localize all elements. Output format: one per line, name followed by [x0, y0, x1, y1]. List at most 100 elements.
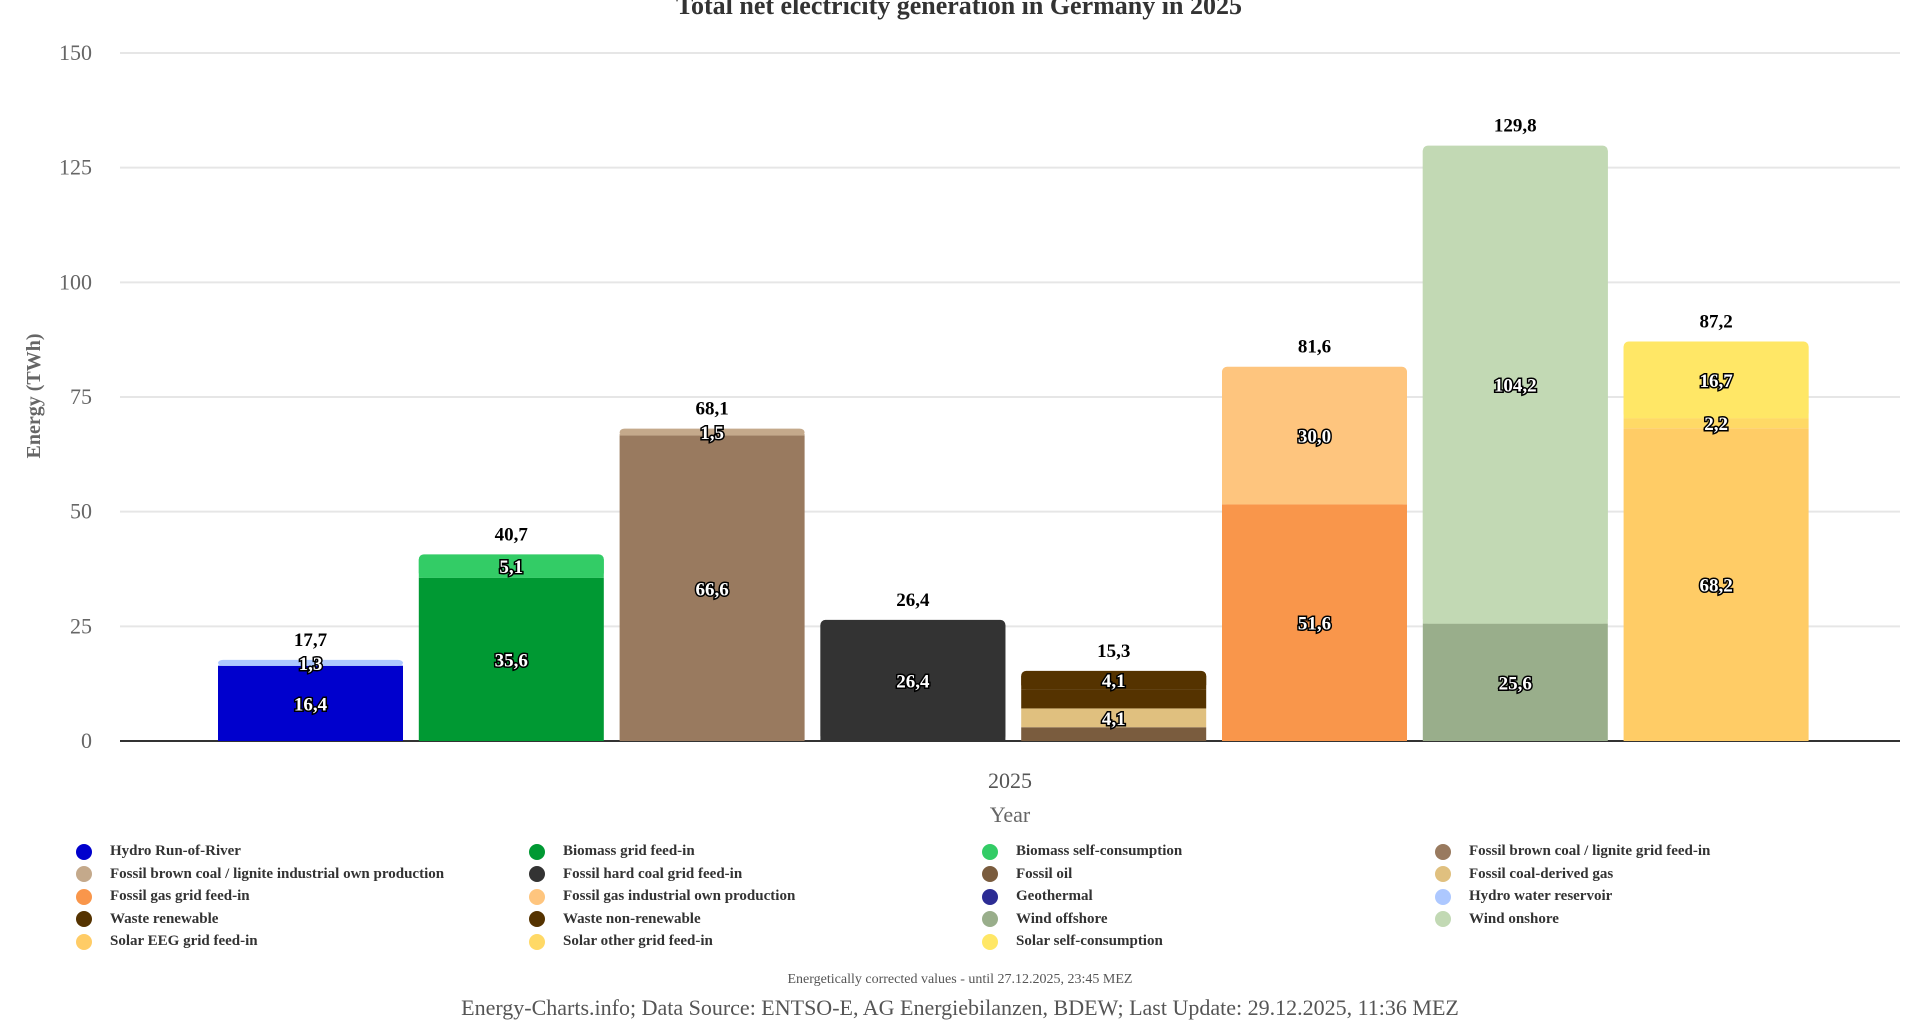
- legend-marker-icon: [982, 888, 998, 905]
- bar-segment[interactable]: [1021, 689, 1207, 709]
- legend-label: Fossil hard coal grid feed-in: [563, 865, 743, 882]
- total-data-label: 81,6: [1298, 337, 1331, 358]
- legend-item[interactable]: Solar other grid feed-in: [529, 933, 713, 950]
- bar-segment[interactable]: [1422, 623, 1608, 741]
- legend-item[interactable]: Fossil gas industrial own production: [529, 888, 795, 905]
- total-data-label: 15,3: [1097, 641, 1130, 662]
- legend-item[interactable]: Hydro water reservoir: [1435, 888, 1612, 905]
- legend-marker-icon: [76, 911, 92, 927]
- legend-marker-icon: [982, 933, 998, 950]
- legend-label: Solar EEG grid feed-in: [110, 933, 258, 949]
- legend-item[interactable]: Fossil coal-derived gas: [1435, 866, 1613, 883]
- bar-segment-fill: [1422, 150, 1608, 624]
- segment-data-label: 51,6: [1298, 614, 1331, 635]
- bar-segment[interactable]: [1021, 727, 1207, 741]
- segment-data-label: 35,6: [495, 650, 528, 671]
- legend-marker-icon: [1435, 843, 1451, 860]
- legend-item[interactable]: Hydro Run-of-River: [76, 843, 241, 860]
- legend-item[interactable]: Wind onshore: [1435, 911, 1559, 928]
- bar-stack: 25,6 104,2 129,8: [1422, 116, 1608, 741]
- legend-label: Wind offshore: [1016, 910, 1108, 927]
- segment-data-label: 1,3: [299, 654, 323, 675]
- legend-label: Geothermal: [1016, 888, 1093, 904]
- segment-data-label: 4,1: [1102, 709, 1126, 730]
- footer-source: Energy-Charts.info; Data Source: ENTSO-E…: [461, 995, 1459, 1020]
- x-axis-title: Year: [990, 802, 1031, 827]
- segment-data-label: 1,5: [700, 423, 724, 444]
- legend-label: Fossil brown coal / lignite industrial o…: [110, 865, 445, 882]
- y-tick-label: 125: [59, 155, 92, 180]
- bar-segment[interactable]: [218, 659, 403, 666]
- segment-data-label: 16,4: [294, 694, 328, 715]
- legend-item[interactable]: Fossil brown coal / lignite grid feed-in: [1435, 843, 1710, 860]
- bar-segment-fill: [218, 664, 403, 666]
- bar-segment[interactable]: [418, 577, 604, 741]
- bar-segment[interactable]: [1623, 418, 1809, 429]
- total-data-label: 17,7: [294, 630, 328, 651]
- bar-stack: 16,4 1,3 17,7: [218, 630, 403, 741]
- legend-marker-icon: [76, 888, 92, 905]
- legend-label: Fossil gas industrial own production: [563, 888, 796, 904]
- legend-item[interactable]: Waste non-renewable: [529, 911, 701, 928]
- bar-segment[interactable]: [1222, 504, 1407, 741]
- bar-segment-fill: [820, 624, 1006, 741]
- total-data-label: 26,4: [896, 590, 930, 611]
- legend-marker-icon: [529, 911, 545, 927]
- legend-label: Hydro water reservoir: [1469, 888, 1613, 904]
- legend-item[interactable]: Solar EEG grid feed-in: [76, 933, 258, 950]
- legend-item[interactable]: Fossil brown coal / lignite industrial o…: [76, 866, 444, 883]
- y-tick-label: 0: [81, 728, 92, 753]
- legend-marker-icon: [1435, 866, 1451, 882]
- legend-item[interactable]: Waste renewable: [76, 911, 218, 928]
- legend-item[interactable]: Wind offshore: [982, 911, 1108, 928]
- legend-marker-icon: [529, 866, 545, 882]
- legend-item[interactable]: Fossil oil: [982, 866, 1072, 883]
- segment-data-label: 2,2: [1704, 414, 1728, 435]
- legend-label: Waste non-renewable: [563, 910, 701, 927]
- bar-segment[interactable]: [1623, 428, 1809, 741]
- total-data-label: 87,2: [1699, 312, 1732, 333]
- segment-data-label: 25,6: [1499, 673, 1532, 694]
- legend-label: Fossil brown coal / lignite grid feed-in: [1469, 843, 1711, 859]
- legend-marker-icon: [76, 866, 92, 882]
- bar-segment[interactable]: [1021, 708, 1207, 728]
- y-axis-title: Energy (TWh): [23, 334, 45, 459]
- y-tick-label: 150: [59, 40, 92, 65]
- y-tick-label: 75: [70, 384, 92, 409]
- segment-data-label: 66,6: [695, 579, 728, 600]
- bar-stack: 4,1 4,1 15,3: [1021, 641, 1207, 741]
- legend-item[interactable]: Geothermal: [982, 888, 1093, 905]
- legend-label: Biomass grid feed-in: [563, 843, 695, 859]
- footer-note: Energetically corrected values - until 2…: [787, 972, 1133, 987]
- segment-data-label: 5,1: [499, 557, 523, 578]
- bar-segment-fill: [619, 433, 805, 436]
- segment-data-label: 16,7: [1699, 371, 1733, 392]
- total-data-label: 68,1: [695, 399, 728, 420]
- bar-segment-fill: [1021, 675, 1207, 690]
- y-tick-label: 25: [70, 613, 92, 638]
- legend-marker-icon: [982, 843, 998, 860]
- y-tick-label: 50: [70, 499, 92, 524]
- legend-marker-icon: [982, 911, 998, 927]
- legend-marker-icon: [1435, 911, 1451, 927]
- legend-item[interactable]: Solar self-consumption: [982, 933, 1163, 950]
- bar-segment-fill: [1222, 371, 1407, 505]
- legend-label: Solar other grid feed-in: [563, 933, 713, 949]
- legend-item[interactable]: Fossil gas grid feed-in: [76, 888, 250, 905]
- legend-marker-icon: [76, 933, 92, 950]
- segment-data-label: 68,2: [1699, 576, 1732, 597]
- legend-item[interactable]: Biomass self-consumption: [982, 843, 1182, 860]
- legend-label: Fossil oil: [1016, 865, 1073, 882]
- bar-segment[interactable]: [619, 435, 805, 741]
- bar-segment[interactable]: [218, 665, 403, 741]
- bar-stack: 26,4 26,4: [820, 590, 1006, 741]
- legend-label: Hydro Run-of-River: [110, 843, 241, 859]
- bar-stack: 66,6 1,5 68,1: [619, 399, 805, 741]
- legend-item[interactable]: Biomass grid feed-in: [529, 843, 695, 860]
- legend-label: Fossil coal-derived gas: [1469, 865, 1614, 882]
- legend-marker-icon: [529, 888, 545, 905]
- total-data-label: 129,8: [1494, 116, 1537, 137]
- legend-item[interactable]: Fossil hard coal grid feed-in: [529, 866, 742, 883]
- legend-label: Waste renewable: [110, 910, 219, 927]
